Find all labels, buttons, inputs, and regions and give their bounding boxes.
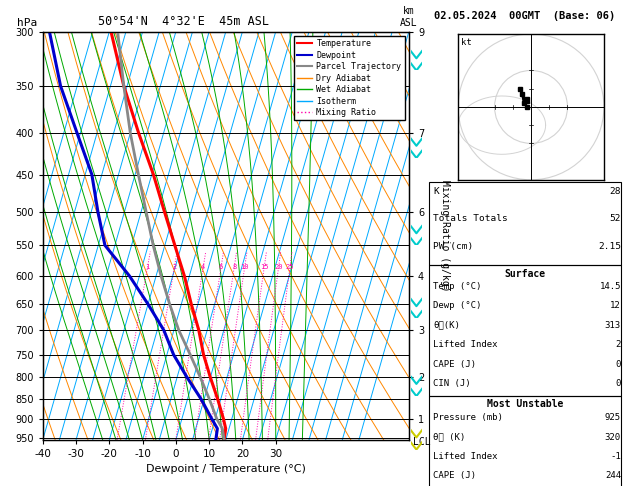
Text: 2.15: 2.15 (598, 242, 621, 251)
Text: LCL: LCL (413, 437, 430, 447)
Text: kt: kt (461, 38, 472, 48)
Text: Surface: Surface (504, 269, 545, 279)
Text: 02.05.2024  00GMT  (Base: 06): 02.05.2024 00GMT (Base: 06) (434, 11, 616, 21)
Text: 52: 52 (610, 214, 621, 224)
Text: -1: -1 (610, 452, 621, 461)
Text: 313: 313 (605, 321, 621, 330)
Text: Mixing Ratio (g/kg): Mixing Ratio (g/kg) (440, 180, 450, 292)
Text: CAPE (J): CAPE (J) (433, 471, 476, 481)
Text: Lifted Index: Lifted Index (433, 340, 498, 349)
Text: 0: 0 (616, 360, 621, 369)
Text: km
ASL: km ASL (400, 6, 418, 28)
Text: 2: 2 (616, 340, 621, 349)
Text: 14.5: 14.5 (599, 282, 621, 291)
Bar (429, 396, 621, 486)
Text: 4: 4 (201, 264, 206, 270)
Text: 28: 28 (610, 187, 621, 196)
Text: CAPE (J): CAPE (J) (433, 360, 476, 369)
Legend: Temperature, Dewpoint, Parcel Trajectory, Dry Adiabat, Wet Adiabat, Isotherm, Mi: Temperature, Dewpoint, Parcel Trajectory… (294, 36, 404, 121)
Text: 0: 0 (616, 379, 621, 388)
X-axis label: Dewpoint / Temperature (°C): Dewpoint / Temperature (°C) (146, 465, 306, 474)
Text: 244: 244 (605, 471, 621, 481)
Bar (429, 182, 621, 265)
Text: hPa: hPa (17, 17, 37, 28)
Text: θᴄ(K): θᴄ(K) (433, 321, 460, 330)
Text: 15: 15 (260, 264, 269, 270)
Text: 6: 6 (219, 264, 223, 270)
Text: Most Unstable: Most Unstable (487, 399, 563, 410)
Text: CIN (J): CIN (J) (433, 379, 470, 388)
Text: Pressure (mb): Pressure (mb) (433, 413, 503, 422)
Text: K: K (433, 187, 438, 196)
Text: 10: 10 (240, 264, 249, 270)
Text: 12: 12 (610, 301, 621, 311)
Text: 25: 25 (286, 264, 294, 270)
Text: Lifted Index: Lifted Index (433, 452, 498, 461)
Text: 320: 320 (605, 433, 621, 442)
Text: 2: 2 (172, 264, 177, 270)
Text: 20: 20 (274, 264, 283, 270)
Text: 8: 8 (232, 264, 237, 270)
Text: 925: 925 (605, 413, 621, 422)
Text: 50°54'N  4°32'E  45m ASL: 50°54'N 4°32'E 45m ASL (97, 15, 269, 28)
Text: Temp (°C): Temp (°C) (433, 282, 481, 291)
Text: 1: 1 (145, 264, 150, 270)
Text: Dewp (°C): Dewp (°C) (433, 301, 481, 311)
Text: PW (cm): PW (cm) (433, 242, 473, 251)
Text: θᴄ (K): θᴄ (K) (433, 433, 465, 442)
Text: Totals Totals: Totals Totals (433, 214, 508, 224)
Bar (429, 265, 621, 396)
